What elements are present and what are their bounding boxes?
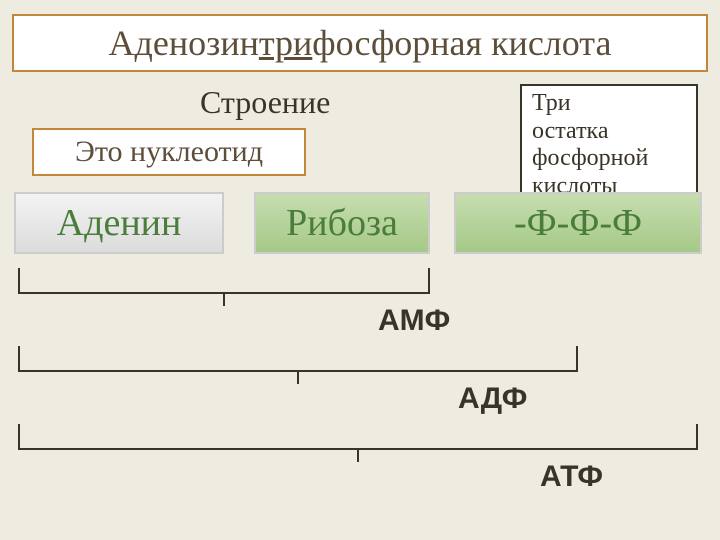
bracket-amf: [18, 268, 430, 294]
title-text: Аденозинтрифосфорная кислота: [109, 22, 612, 64]
component-adenin: Аденин: [14, 192, 224, 254]
title-post: фосфорная кислота: [312, 23, 611, 63]
bracket-atf-tick: [357, 448, 359, 462]
label-adf: АДФ: [458, 382, 527, 416]
component-phosphates-label: -Ф-Ф-Ф: [514, 201, 642, 245]
note-line-1: остатка: [532, 118, 688, 146]
component-adenin-label: Аденин: [57, 201, 182, 245]
bracket-amf-tick: [223, 292, 225, 306]
component-riboza-label: Рибоза: [286, 201, 398, 245]
note-line-0: Три: [532, 90, 688, 118]
title-box: Аденозинтрифосфорная кислота: [12, 14, 708, 72]
component-riboza: Рибоза: [254, 192, 430, 254]
title-pre: Аденозин: [109, 23, 259, 63]
note-line-2: фосфорной: [532, 145, 688, 173]
component-phosphates: -Ф-Ф-Ф: [454, 192, 702, 254]
label-atf: АТФ: [540, 460, 603, 494]
subtitle: Строение: [200, 84, 330, 121]
label-amf: АМФ: [378, 304, 450, 338]
bracket-adf: [18, 346, 578, 372]
bracket-atf: [18, 424, 698, 450]
bracket-adf-tick: [297, 370, 299, 384]
title-underlined: три: [259, 23, 312, 63]
nucleotide-box: Это нуклеотид: [32, 128, 306, 176]
nucleotide-text: Это нуклеотид: [75, 135, 263, 169]
